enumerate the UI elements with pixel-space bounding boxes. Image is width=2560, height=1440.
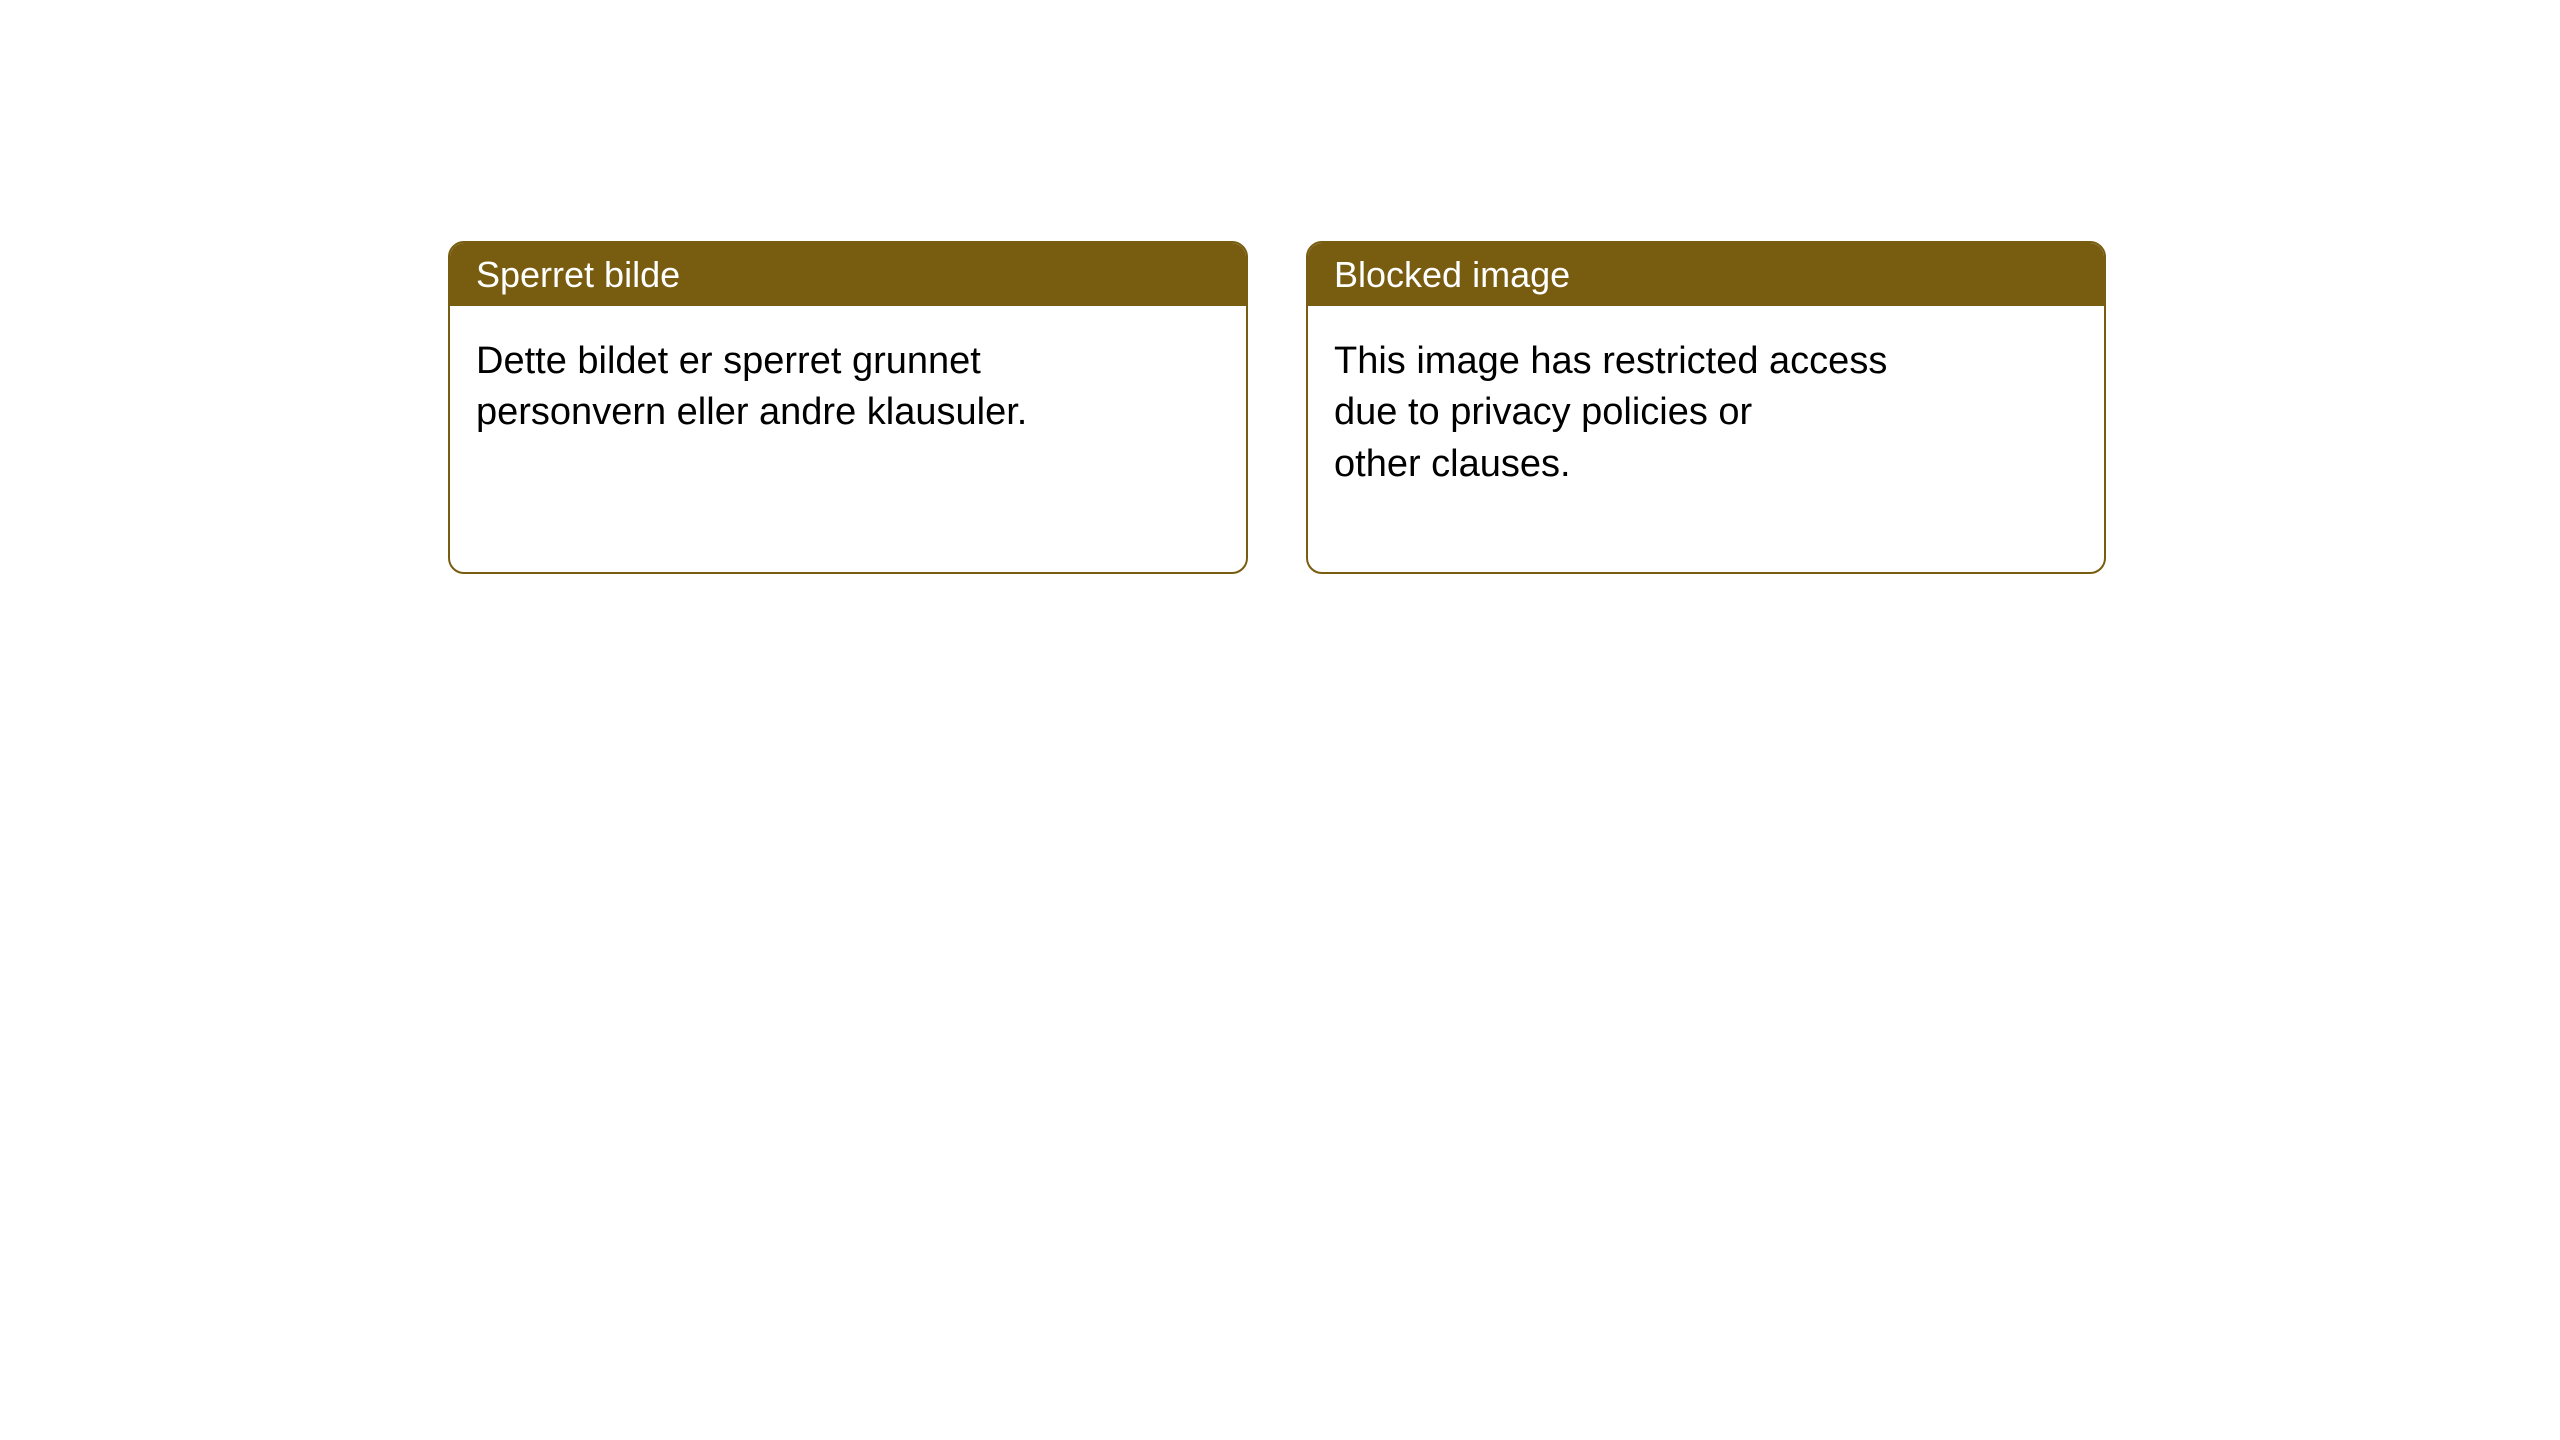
notice-card-english: Blocked image This image has restricted … [1306, 241, 2106, 574]
notice-body: Dette bildet er sperret grunnet personve… [450, 306, 1246, 469]
notice-card-norwegian: Sperret bilde Dette bildet er sperret gr… [448, 241, 1248, 574]
notice-title: Sperret bilde [450, 243, 1246, 306]
notice-container: Sperret bilde Dette bildet er sperret gr… [0, 0, 2560, 574]
notice-title: Blocked image [1308, 243, 2104, 306]
notice-body: This image has restricted access due to … [1308, 306, 2104, 520]
